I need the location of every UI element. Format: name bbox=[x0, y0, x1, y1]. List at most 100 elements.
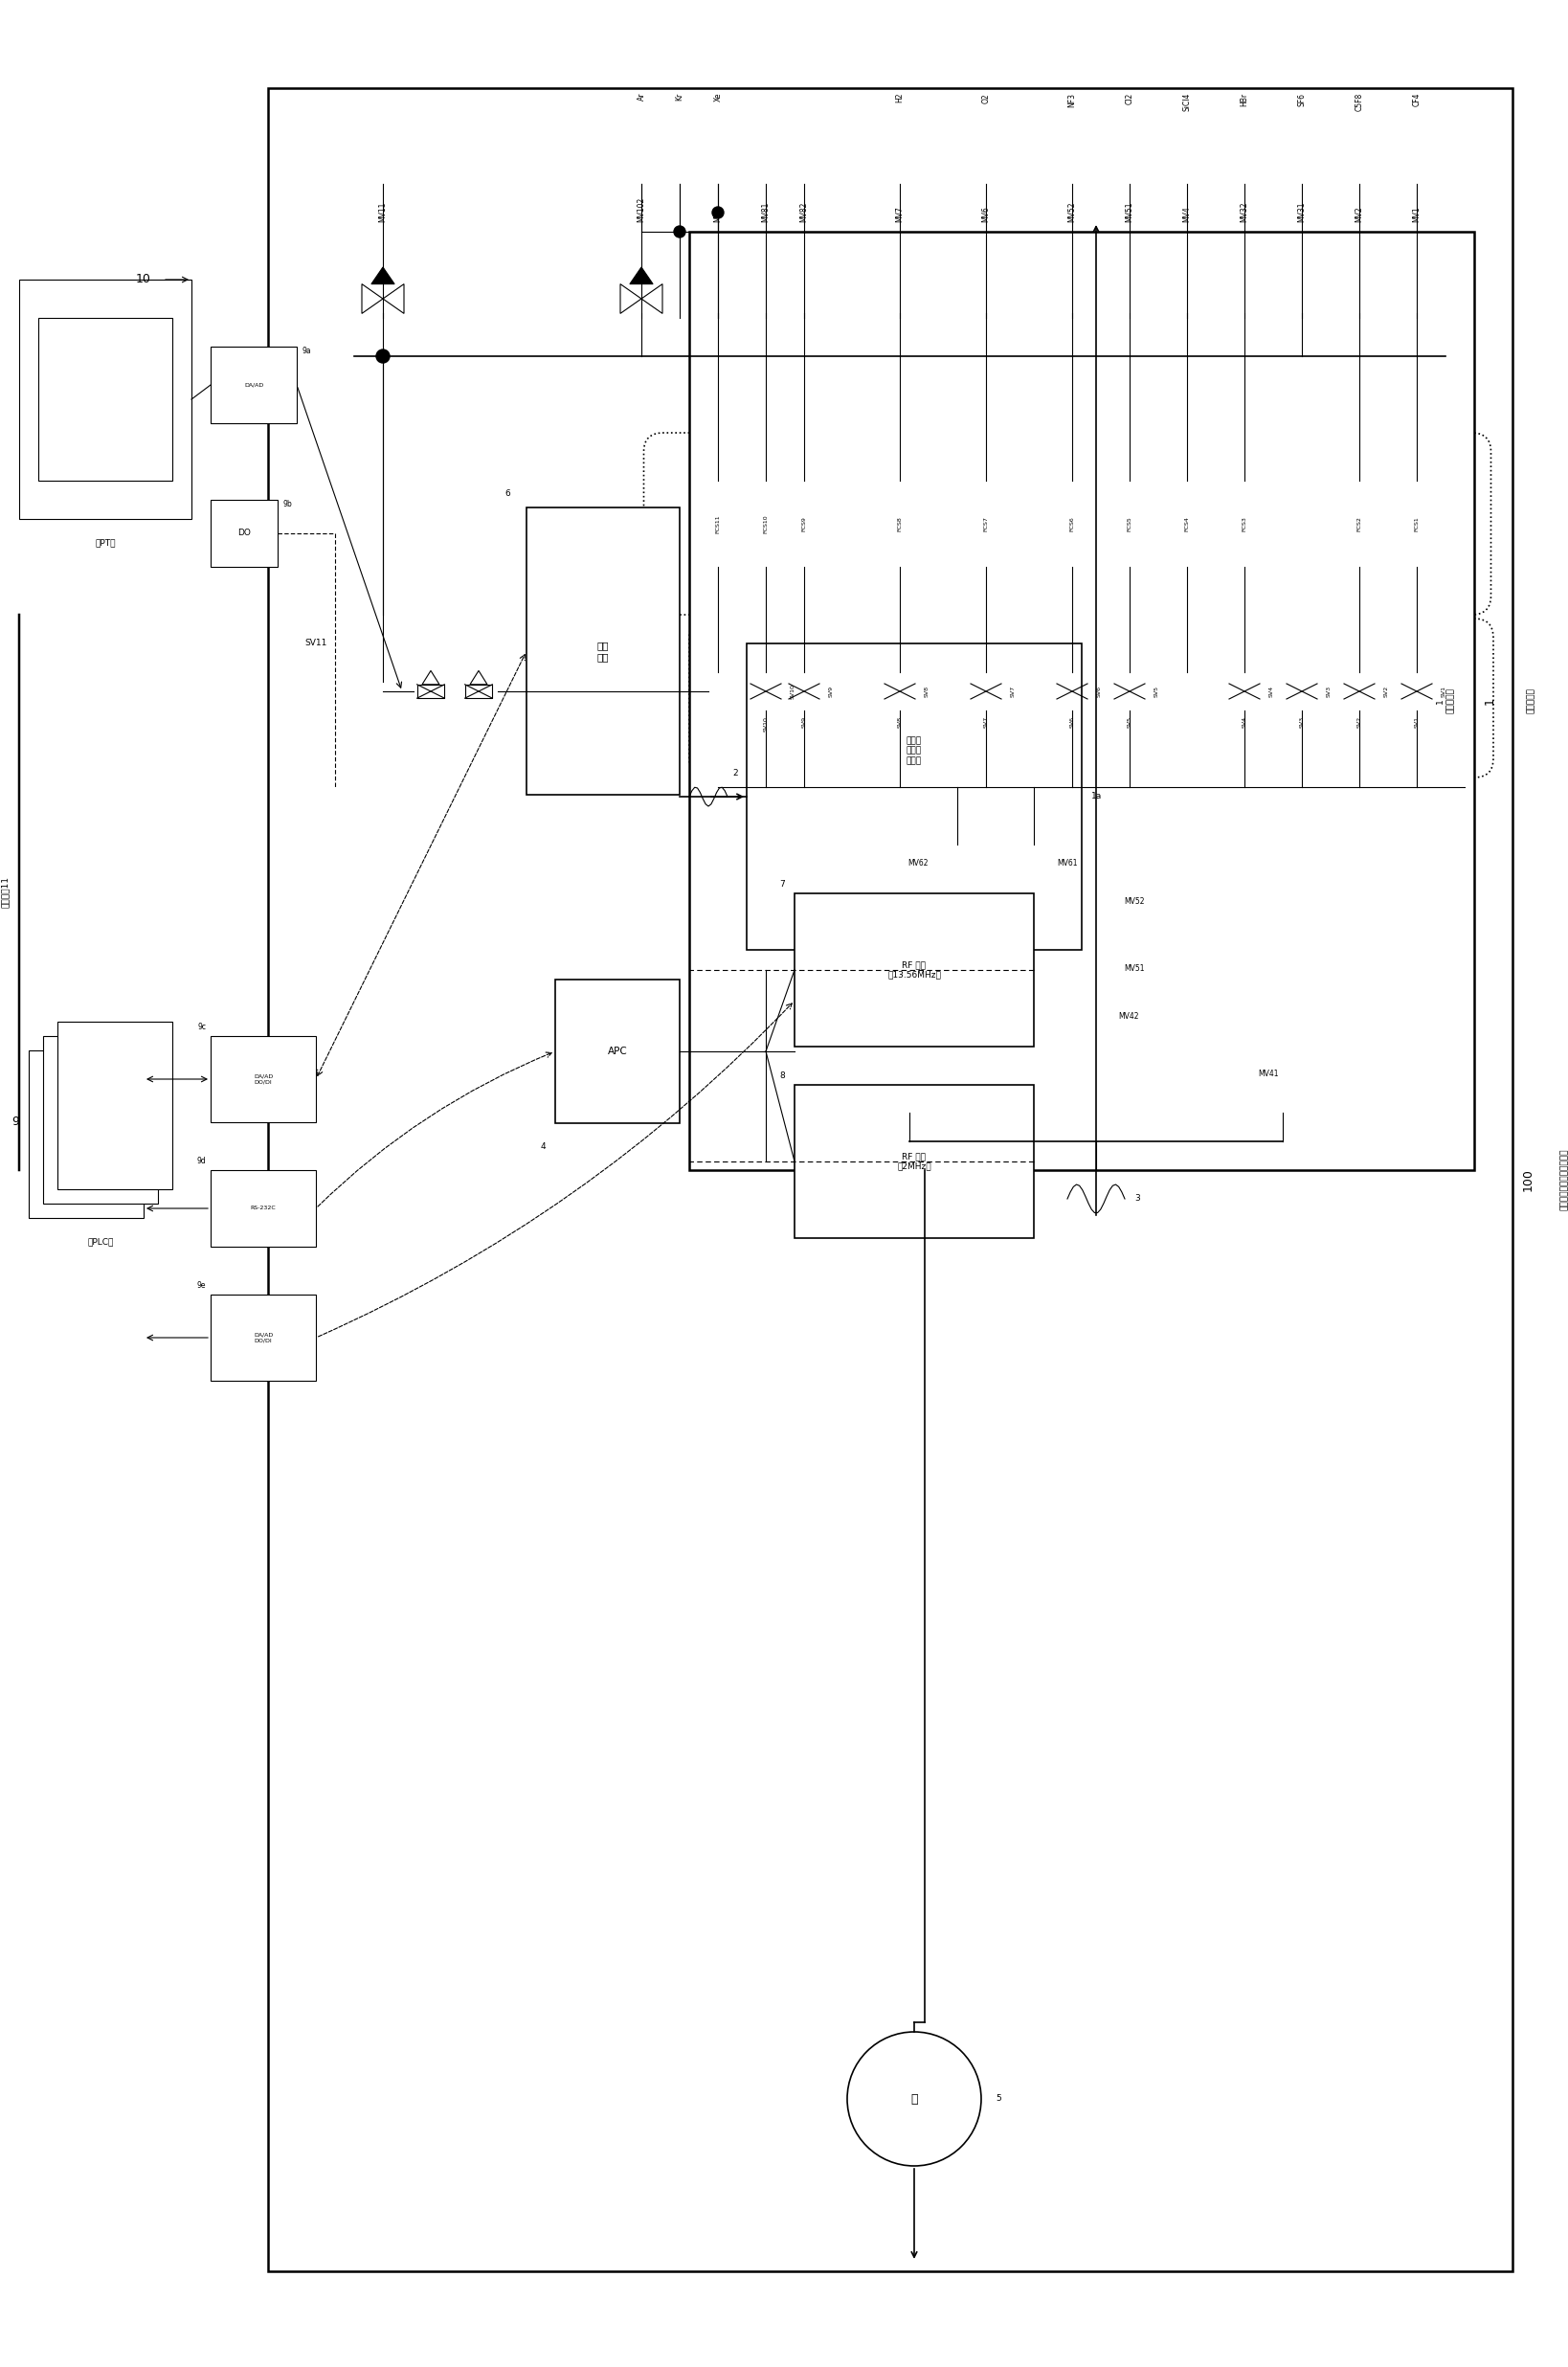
Text: SV3: SV3 bbox=[1327, 686, 1331, 698]
Bar bbox=[42, 1037, 158, 1202]
Text: （等离子反应炉处理系统）: （等离子反应炉处理系统） bbox=[1560, 1148, 1568, 1210]
Bar bbox=[1046, 481, 1099, 566]
Bar bbox=[971, 684, 1002, 698]
Text: 9d: 9d bbox=[196, 1157, 205, 1165]
Polygon shape bbox=[1082, 956, 1101, 982]
Text: MV102: MV102 bbox=[637, 196, 646, 222]
Bar bbox=[1115, 684, 1145, 698]
Polygon shape bbox=[1417, 284, 1438, 312]
Text: MV42: MV42 bbox=[1118, 1013, 1138, 1020]
Bar bbox=[210, 499, 278, 566]
Polygon shape bbox=[1338, 284, 1359, 312]
Bar bbox=[1057, 684, 1088, 698]
Text: MV9: MV9 bbox=[713, 206, 723, 222]
Text: MV61: MV61 bbox=[1057, 859, 1077, 869]
Text: 4: 4 bbox=[541, 1143, 546, 1150]
Text: FCS9: FCS9 bbox=[801, 516, 806, 530]
Bar bbox=[789, 684, 820, 698]
Polygon shape bbox=[641, 284, 662, 312]
Bar bbox=[751, 684, 781, 698]
Text: MV82: MV82 bbox=[800, 201, 809, 222]
Text: MV52: MV52 bbox=[1068, 201, 1077, 222]
Text: MV11: MV11 bbox=[378, 201, 387, 222]
Polygon shape bbox=[1396, 284, 1417, 312]
Text: MV52: MV52 bbox=[1124, 897, 1145, 907]
Bar bbox=[210, 1295, 315, 1380]
Text: RS-232C: RS-232C bbox=[251, 1207, 276, 1212]
Polygon shape bbox=[1236, 1060, 1254, 1089]
Bar bbox=[1229, 684, 1259, 698]
Text: 9: 9 bbox=[11, 1115, 19, 1129]
Polygon shape bbox=[1014, 850, 1033, 878]
Text: FCS6: FCS6 bbox=[1069, 516, 1074, 530]
Text: SV4: SV4 bbox=[1242, 717, 1247, 727]
Polygon shape bbox=[792, 267, 815, 284]
Text: 5: 5 bbox=[996, 2095, 1000, 2104]
Polygon shape bbox=[1149, 1004, 1168, 1030]
Text: 1: 1 bbox=[1483, 698, 1496, 705]
Text: MV51: MV51 bbox=[1124, 966, 1145, 973]
Polygon shape bbox=[383, 284, 405, 312]
Polygon shape bbox=[765, 284, 787, 312]
Text: SV6: SV6 bbox=[1098, 686, 1102, 696]
Polygon shape bbox=[1024, 836, 1044, 850]
Circle shape bbox=[1353, 350, 1366, 362]
Bar bbox=[19, 279, 191, 518]
Polygon shape bbox=[1223, 284, 1245, 312]
Polygon shape bbox=[1168, 1004, 1187, 1030]
Bar bbox=[690, 232, 1474, 1169]
Bar bbox=[210, 1169, 315, 1247]
Polygon shape bbox=[1082, 888, 1101, 916]
Polygon shape bbox=[621, 284, 641, 312]
Text: MV7: MV7 bbox=[895, 206, 905, 222]
Bar bbox=[1402, 684, 1432, 698]
Text: RF 电源
（13.56MHz）: RF 电源 （13.56MHz） bbox=[887, 961, 941, 980]
Text: 10: 10 bbox=[136, 272, 151, 286]
Polygon shape bbox=[1245, 284, 1265, 312]
Polygon shape bbox=[372, 267, 395, 284]
Text: H2: H2 bbox=[895, 92, 905, 102]
Text: SV5: SV5 bbox=[1154, 686, 1159, 696]
Text: MV2: MV2 bbox=[1355, 206, 1364, 222]
Circle shape bbox=[1237, 350, 1251, 362]
Text: DO: DO bbox=[237, 530, 251, 537]
Text: MV41: MV41 bbox=[1258, 1070, 1278, 1079]
Text: 9a: 9a bbox=[301, 346, 310, 355]
Bar bbox=[1160, 481, 1214, 566]
Bar bbox=[1287, 684, 1317, 698]
Bar bbox=[795, 1084, 1033, 1238]
Text: SV9: SV9 bbox=[801, 717, 806, 727]
Bar bbox=[691, 481, 745, 566]
Text: Kr: Kr bbox=[676, 92, 684, 102]
Text: MV62: MV62 bbox=[908, 859, 928, 869]
Polygon shape bbox=[1405, 267, 1428, 284]
Bar bbox=[1391, 481, 1443, 566]
Text: 9b: 9b bbox=[282, 499, 292, 509]
Polygon shape bbox=[745, 284, 765, 312]
Text: FCS3: FCS3 bbox=[1242, 516, 1247, 530]
Text: SV5: SV5 bbox=[1127, 717, 1132, 727]
Text: FCS8: FCS8 bbox=[897, 516, 902, 530]
Polygon shape bbox=[1281, 284, 1301, 312]
Bar bbox=[960, 481, 1013, 566]
Text: 100: 100 bbox=[1523, 1169, 1535, 1191]
Text: （加工箱）: （加工箱） bbox=[1527, 689, 1535, 715]
Text: SV3: SV3 bbox=[1300, 717, 1305, 727]
Polygon shape bbox=[1033, 850, 1054, 878]
Text: SV10: SV10 bbox=[764, 717, 768, 731]
Bar bbox=[873, 481, 927, 566]
Polygon shape bbox=[1109, 284, 1129, 312]
Text: （通信）11: （通信）11 bbox=[2, 876, 9, 909]
Polygon shape bbox=[362, 284, 383, 312]
Text: CF4: CF4 bbox=[1413, 92, 1421, 107]
Text: NF3: NF3 bbox=[1068, 92, 1077, 107]
Bar bbox=[417, 684, 445, 698]
Polygon shape bbox=[1290, 267, 1314, 284]
Text: MV32: MV32 bbox=[1240, 201, 1248, 222]
Bar bbox=[210, 346, 296, 424]
Polygon shape bbox=[986, 284, 1007, 312]
Text: 8: 8 bbox=[779, 1072, 786, 1079]
Text: SiCl4: SiCl4 bbox=[1182, 92, 1192, 111]
Text: MV4: MV4 bbox=[1182, 206, 1192, 222]
Text: FCS7: FCS7 bbox=[983, 516, 988, 530]
